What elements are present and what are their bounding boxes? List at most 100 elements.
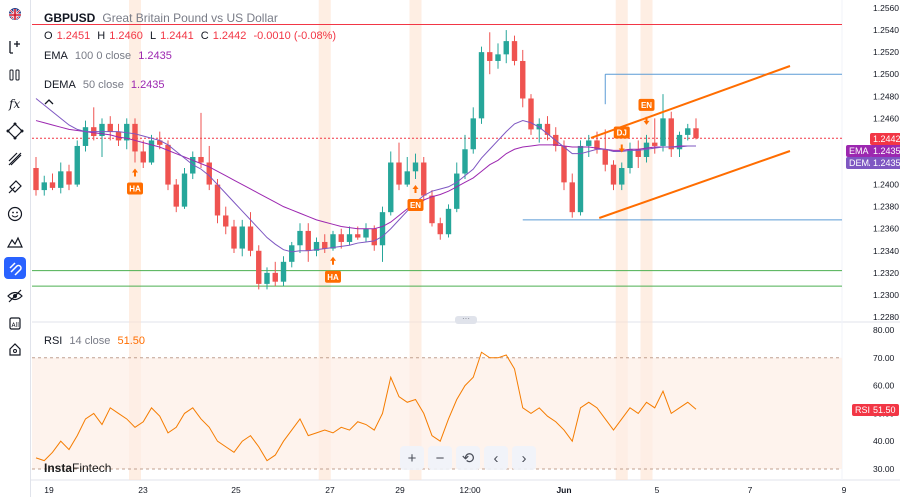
line-tool-icon[interactable] [4,64,26,86]
collapse-legend-icon[interactable] [44,98,54,109]
dema-legend[interactable]: DEMA 50 close 1.2435 [44,79,169,91]
crosshair-icon[interactable] [4,36,26,58]
time-tick-label: 9 [842,485,847,495]
candle-body [404,171,410,185]
scroll-back-button[interactable]: ‹ [484,446,508,470]
candle-body [124,123,130,141]
last-price-tag: 1.2442 [870,133,900,145]
price-tick-label: 1.2320 [873,268,899,278]
reset-chart-button[interactable]: ⟲ [456,446,480,470]
price-tick-label: 1.2500 [873,69,899,79]
candle-body [33,168,39,191]
eye-icon[interactable] [4,285,26,307]
time-tick-label: 27 [325,485,335,495]
marker-arrow [132,168,138,177]
candle-body [313,241,320,251]
candle-body [652,142,658,146]
price-tick-label: 1.2460 [873,113,899,123]
rsi-tick-label: 40.00 [873,436,895,446]
event-marker-dj-3: DJ [613,126,630,153]
price-tick-label: 1.2300 [873,290,899,300]
candle-body [247,226,254,251]
candle-body [445,208,452,235]
candle-body [272,272,278,282]
channel-lower-line [598,150,791,219]
price-tick-label: 1.2360 [873,224,899,234]
candle-body [503,41,509,55]
candle-body [421,162,427,196]
marker-tag [407,199,424,212]
candle-body [330,234,336,249]
candle-body [577,145,584,213]
scroll-forward-button[interactable]: › [512,446,536,470]
low-value: 1.2441 [160,30,194,42]
time-tick-label: 7 [748,485,753,495]
dema-value-tag: 1.2435 [870,157,900,169]
event-marker-en-2: EN [407,185,424,212]
magnet-icon[interactable] [4,257,26,279]
marker-tag [127,182,143,195]
marker-tag [638,98,655,111]
ema-value: 1.2435 [138,50,172,62]
rsi-params: 14 close [69,335,111,347]
candle-body [346,234,353,242]
rsi-name-tag: RSI [852,404,874,416]
drawing-toolbar: fx All [0,0,31,497]
candle-body [643,142,650,157]
candle-body [685,128,691,135]
candle-body [619,168,625,185]
open-label: O [44,30,53,42]
brand-bold: Insta [44,461,73,475]
ema-legend[interactable]: EMA 100 0 close 1.2435 [44,50,176,62]
ema-label: EMA [44,50,68,62]
candle-body [511,41,518,61]
gbp-flag-icon [9,8,21,20]
symbol-name[interactable]: GBPUSD [44,11,96,25]
candle-body [371,228,377,246]
ema-line [35,120,696,230]
text-icon[interactable] [4,176,26,198]
candle-body [322,241,328,249]
rsi-label: RSI [44,335,63,347]
rsi-tick-label: 70.00 [873,353,895,363]
candle-body [66,171,72,185]
price-tick-label: 1.2560 [873,3,899,13]
event-marker-ha-1: HA [325,256,341,283]
rsi-tick-label: 80.00 [873,325,895,335]
lock-icon[interactable]: All [4,312,26,334]
low-label: L [149,30,157,42]
candle-body [569,182,575,213]
close-label: C [200,30,209,42]
zoom-out-button[interactable]: − [428,446,452,470]
fib-icon[interactable]: fx [4,92,26,114]
candle-body [594,140,600,150]
candle-body [627,149,633,169]
marker-arrow [330,256,336,265]
trash-icon[interactable] [4,338,26,360]
candle-body [676,134,683,150]
emoji-icon[interactable] [4,203,26,225]
measure-icon[interactable] [4,231,26,253]
pattern-icon[interactable] [4,120,26,142]
candle-body [173,184,179,207]
marker-arrow [643,116,650,125]
candle-body [635,149,641,157]
candle-body [470,118,476,150]
candle-body [602,149,608,165]
candle-body [520,60,526,99]
candle-body [115,131,122,141]
rsi-tick-label: 30.00 [873,464,895,474]
candle-body [181,173,188,207]
candle-body [379,212,386,246]
zoom-in-button[interactable]: + [400,446,424,470]
pane-resize-handle[interactable]: ··· [455,315,477,324]
marker-label: HA [129,185,141,194]
candle-body [206,162,212,185]
dema-label: DEMA [44,79,76,91]
rsi-legend[interactable]: RSI 14 close 51.50 [44,335,149,347]
price-tick-label: 1.2540 [873,25,899,35]
candles-group [33,30,699,290]
brush-icon[interactable] [4,148,26,170]
